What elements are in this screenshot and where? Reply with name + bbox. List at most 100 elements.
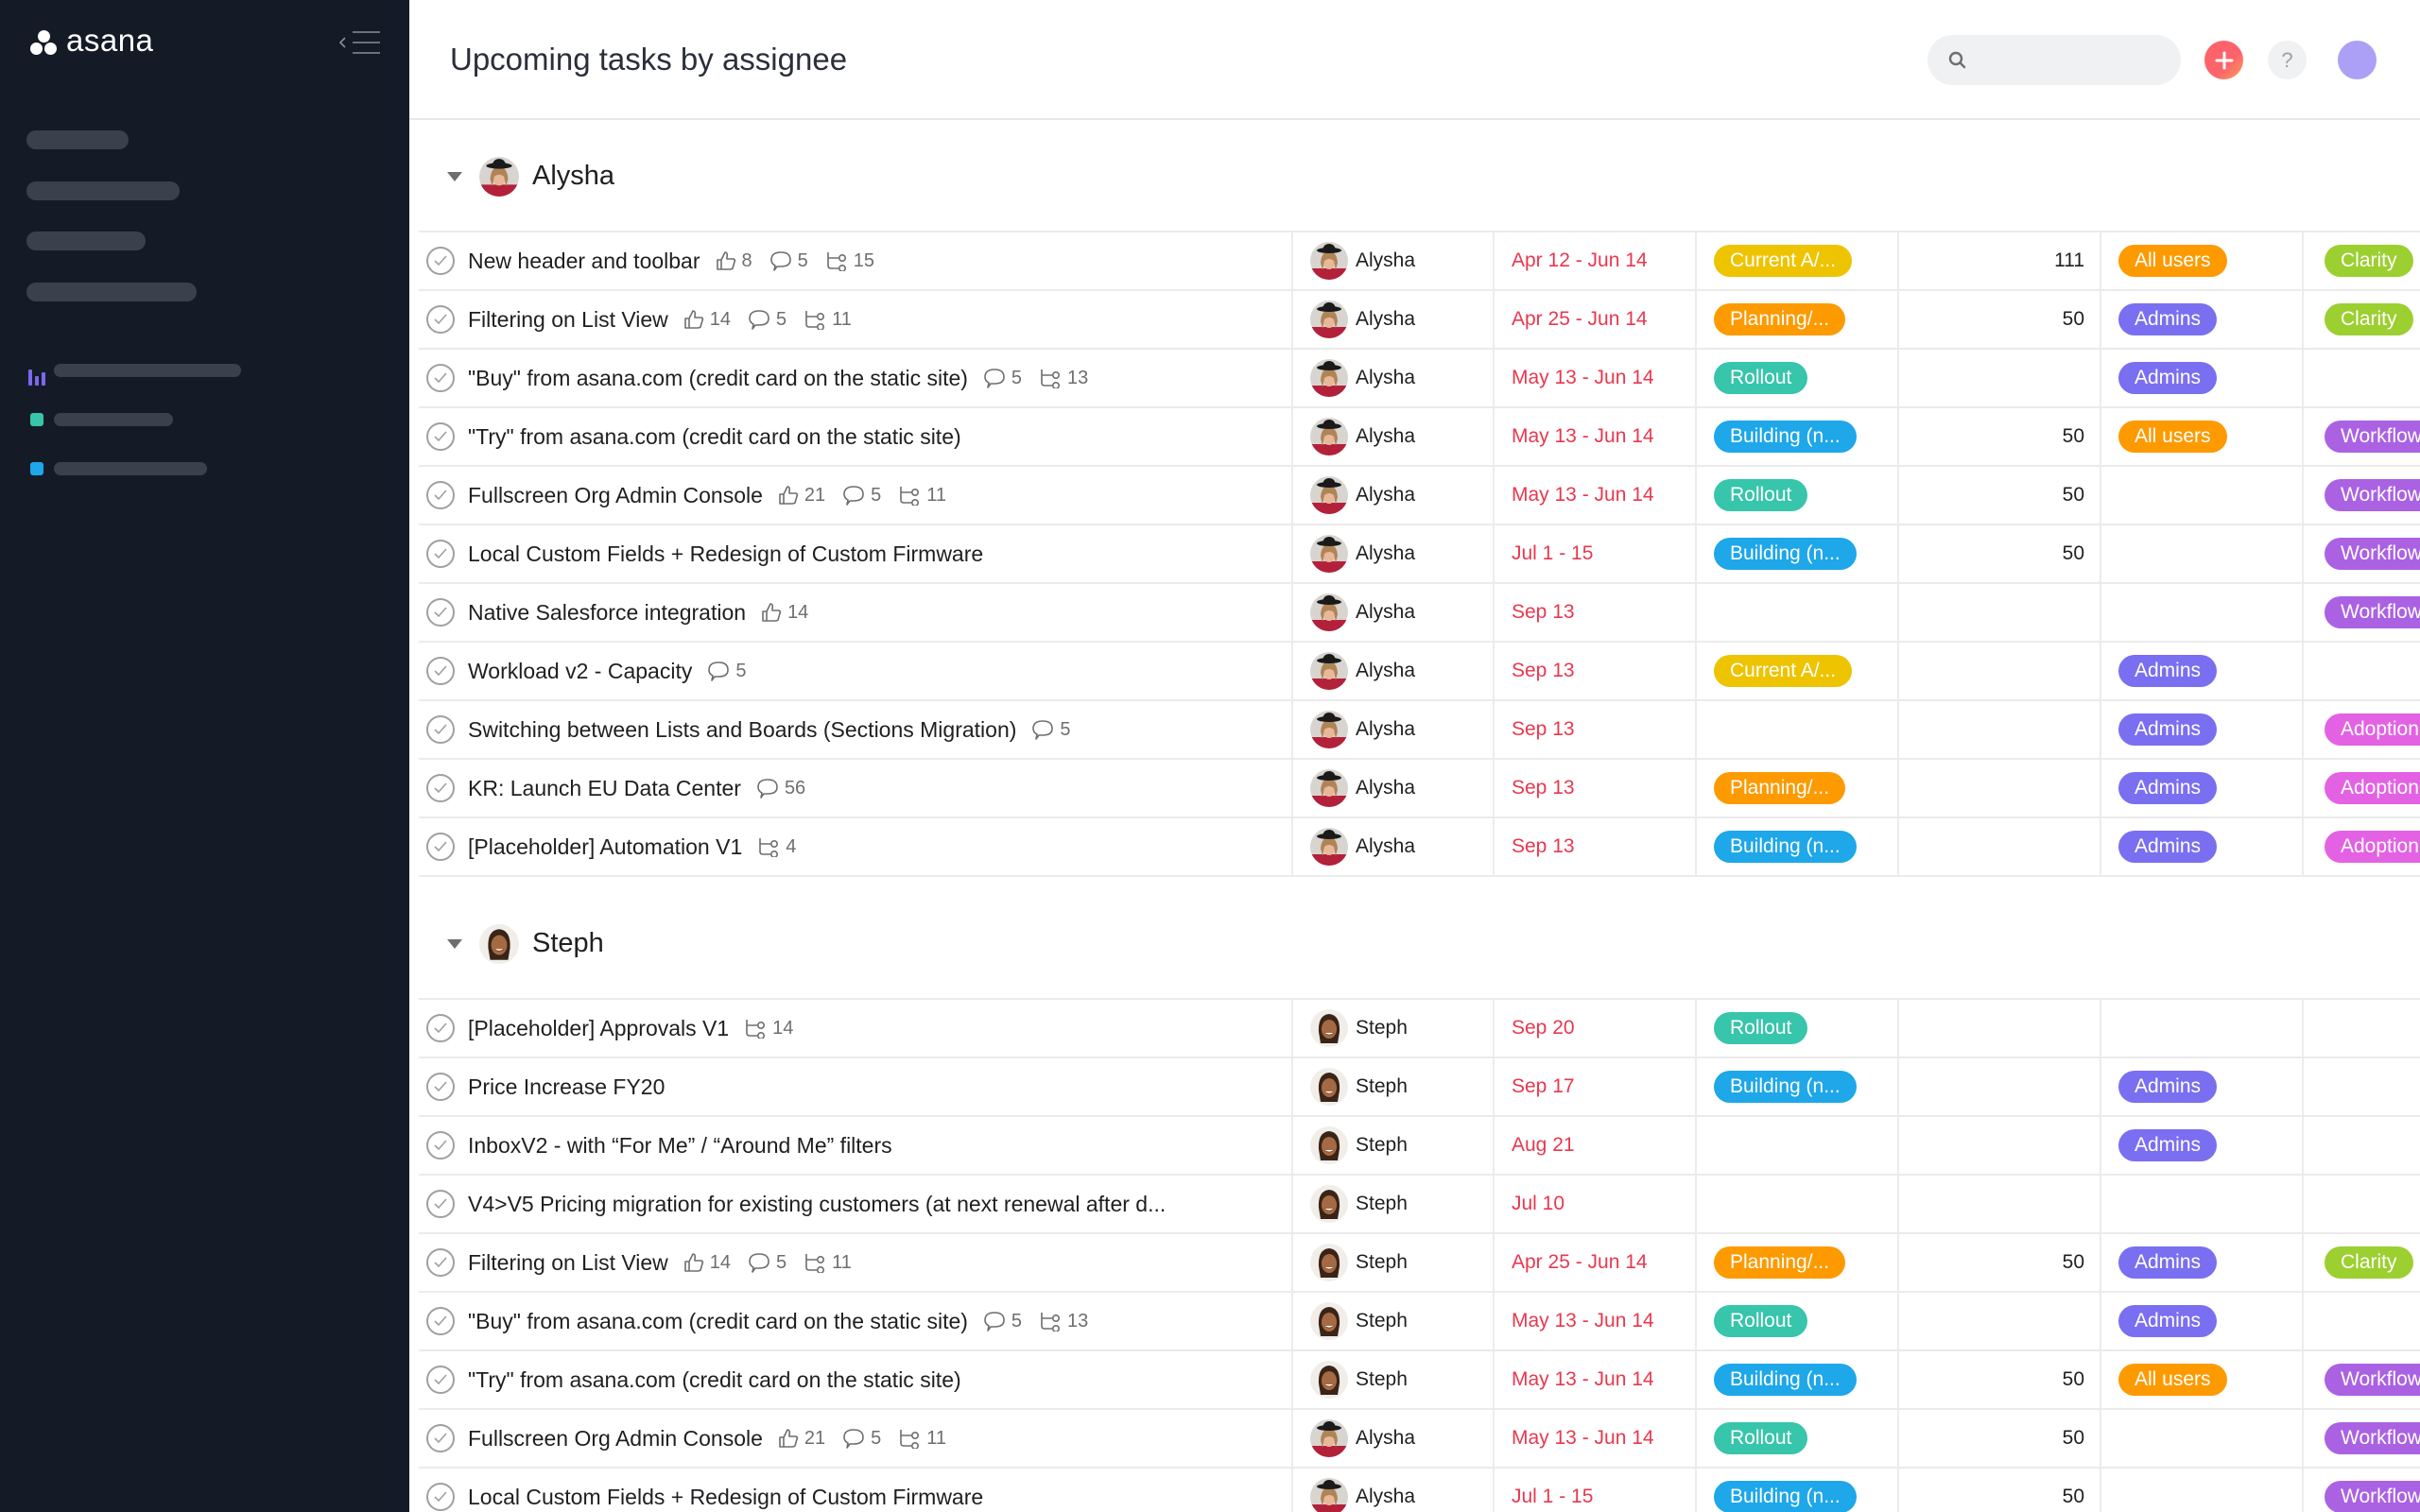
- audience-cell[interactable]: [2101, 584, 2304, 641]
- audience-cell[interactable]: Admins: [2101, 643, 2304, 699]
- assignee-cell[interactable]: Steph: [1293, 1058, 1495, 1115]
- subtask-count[interactable]: 14: [744, 1018, 793, 1040]
- audience-cell[interactable]: [2101, 1000, 2304, 1057]
- due-date-cell[interactable]: Sep 13: [1495, 584, 1697, 641]
- quick-add-button[interactable]: [2204, 41, 2243, 79]
- due-date-cell[interactable]: Apr 25 - Jun 14: [1495, 1234, 1697, 1291]
- assignee-cell[interactable]: Alysha: [1293, 1410, 1495, 1467]
- task-title[interactable]: "Try" from asana.com (credit card on the…: [468, 1366, 961, 1392]
- number-cell[interactable]: [1899, 584, 2101, 641]
- sidebar-project-item[interactable]: [54, 364, 241, 377]
- task-row[interactable]: Local Custom Fields + Redesign of Custom…: [419, 525, 2420, 584]
- theme-pill[interactable]: Workflow: [2325, 1422, 2420, 1454]
- assignee-cell[interactable]: Alysha: [1293, 818, 1495, 875]
- number-cell[interactable]: [1899, 350, 2101, 406]
- comment-count[interactable]: 5: [748, 1251, 786, 1274]
- assignee-cell[interactable]: Alysha: [1293, 408, 1495, 465]
- number-cell[interactable]: 50: [1899, 525, 2101, 582]
- assignee-cell[interactable]: Alysha: [1293, 643, 1495, 699]
- assignee-cell[interactable]: Steph: [1293, 1234, 1495, 1291]
- audience-pill[interactable]: Admins: [2118, 303, 2218, 335]
- comment-count[interactable]: 5: [1031, 718, 1071, 741]
- stage-cell[interactable]: Building (n...: [1697, 408, 1899, 465]
- asana-logo[interactable]: asana: [28, 25, 153, 56]
- complete-task-checkbox[interactable]: [426, 657, 455, 685]
- assignee-cell[interactable]: Alysha: [1293, 1469, 1495, 1512]
- stage-cell[interactable]: [1697, 1117, 1899, 1174]
- theme-pill[interactable]: Workflow: [2325, 421, 2420, 453]
- stage-pill[interactable]: Building (n...: [1714, 421, 1857, 453]
- assignee-cell[interactable]: Alysha: [1293, 701, 1495, 758]
- theme-cell[interactable]: [2304, 1058, 2420, 1115]
- theme-pill[interactable]: Workflow: [2325, 538, 2420, 570]
- audience-cell[interactable]: Admins: [2101, 1117, 2304, 1174]
- subtask-count[interactable]: 4: [757, 836, 796, 858]
- assignee-cell[interactable]: Alysha: [1293, 584, 1495, 641]
- like-count[interactable]: 21: [778, 1428, 825, 1450]
- number-cell[interactable]: [1899, 643, 2101, 699]
- due-date-cell[interactable]: Sep 13: [1495, 643, 1697, 699]
- number-cell[interactable]: [1899, 1117, 2101, 1174]
- task-row[interactable]: Price Increase FY20 Steph Sep 17 Building …: [419, 1058, 2420, 1117]
- theme-pill[interactable]: Workflow: [2325, 596, 2420, 628]
- task-title[interactable]: Filtering on List View: [468, 1249, 668, 1275]
- theme-pill[interactable]: Workflow: [2325, 479, 2420, 511]
- due-date-cell[interactable]: Sep 13: [1495, 818, 1697, 875]
- subtask-count[interactable]: 11: [804, 309, 852, 331]
- stage-cell[interactable]: Rollout: [1697, 1000, 1899, 1057]
- audience-cell[interactable]: All users: [2101, 1351, 2304, 1408]
- audience-cell[interactable]: All users: [2101, 408, 2304, 465]
- stage-pill[interactable]: Rollout: [1714, 1012, 1808, 1044]
- number-cell[interactable]: 50: [1899, 1469, 2101, 1512]
- theme-pill[interactable]: Adoption: [2325, 831, 2420, 863]
- task-title[interactable]: Filtering on List View: [468, 306, 668, 332]
- stage-cell[interactable]: Planning/...: [1697, 1234, 1899, 1291]
- theme-cell[interactable]: Workflow: [2304, 584, 2420, 641]
- theme-cell[interactable]: [2304, 1000, 2420, 1057]
- theme-cell[interactable]: Workflow: [2304, 408, 2420, 465]
- audience-pill[interactable]: All users: [2118, 1364, 2227, 1396]
- assignee-cell[interactable]: Alysha: [1293, 525, 1495, 582]
- subtask-count[interactable]: 13: [1039, 368, 1088, 389]
- due-date-cell[interactable]: Sep 13: [1495, 760, 1697, 816]
- stage-pill[interactable]: Planning/...: [1714, 772, 1846, 804]
- task-row[interactable]: "Buy" from asana.com (credit card on the…: [419, 1293, 2420, 1351]
- task-row[interactable]: Filtering on List View 14 5 11 Alysha Apr 25…: [419, 291, 2420, 350]
- task-row[interactable]: KR: Launch EU Data Center 56 Alysha Sep 13…: [419, 760, 2420, 818]
- comment-count[interactable]: 5: [842, 1427, 881, 1450]
- audience-pill[interactable]: Admins: [2118, 713, 2218, 746]
- like-count[interactable]: 14: [683, 309, 731, 331]
- task-title[interactable]: Fullscreen Org Admin Console: [468, 1425, 763, 1451]
- assignee-cell[interactable]: Steph: [1293, 1351, 1495, 1408]
- task-title[interactable]: Switching between Lists and Boards (Sect…: [468, 716, 1017, 742]
- subtask-count[interactable]: 13: [1039, 1311, 1088, 1332]
- complete-task-checkbox[interactable]: [426, 540, 455, 568]
- audience-cell[interactable]: Admins: [2101, 760, 2304, 816]
- search-input[interactable]: [1977, 49, 2166, 71]
- due-date-cell[interactable]: May 13 - Jun 14: [1495, 1410, 1697, 1467]
- task-row[interactable]: InboxV2 - with “For Me” / “Around Me” fi…: [419, 1117, 2420, 1176]
- audience-cell[interactable]: All users: [2101, 232, 2304, 289]
- stage-cell[interactable]: Current A/...: [1697, 232, 1899, 289]
- audience-pill[interactable]: Admins: [2118, 655, 2218, 687]
- audience-cell[interactable]: Admins: [2101, 1293, 2304, 1349]
- stage-pill[interactable]: Rollout: [1714, 362, 1808, 394]
- collapse-sidebar-button[interactable]: [338, 30, 382, 55]
- theme-cell[interactable]: [2304, 350, 2420, 406]
- audience-cell[interactable]: [2101, 1410, 2304, 1467]
- theme-pill[interactable]: Adoption: [2325, 713, 2420, 746]
- due-date-cell[interactable]: Apr 12 - Jun 14: [1495, 232, 1697, 289]
- complete-task-checkbox[interactable]: [426, 481, 455, 509]
- complete-task-checkbox[interactable]: [426, 1366, 455, 1394]
- subtask-count[interactable]: 15: [825, 250, 874, 272]
- task-title[interactable]: "Buy" from asana.com (credit card on the…: [468, 1308, 968, 1333]
- due-date-cell[interactable]: Sep 17: [1495, 1058, 1697, 1115]
- complete-task-checkbox[interactable]: [426, 598, 455, 627]
- subtask-count[interactable]: 11: [804, 1252, 852, 1274]
- stage-cell[interactable]: [1697, 1176, 1899, 1232]
- theme-cell[interactable]: [2304, 1293, 2420, 1349]
- assignee-cell[interactable]: Steph: [1293, 1000, 1495, 1057]
- due-date-cell[interactable]: Jul 1 - 15: [1495, 1469, 1697, 1512]
- complete-task-checkbox[interactable]: [426, 1307, 455, 1335]
- complete-task-checkbox[interactable]: [426, 1483, 455, 1511]
